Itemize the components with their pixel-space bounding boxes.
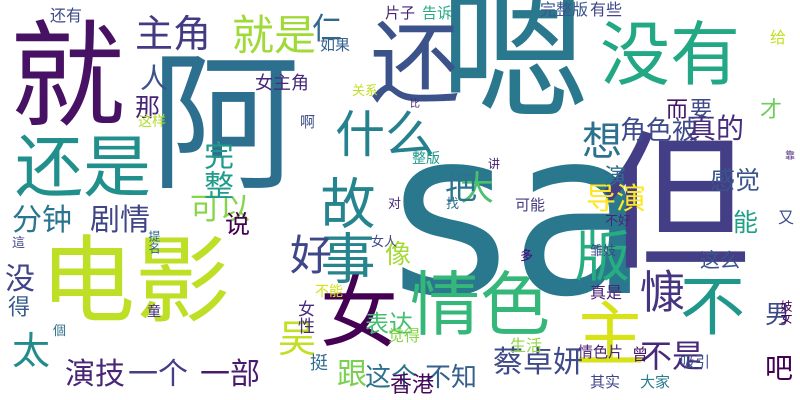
word: 故事 <box>311 175 375 285</box>
word: 还是 <box>15 129 152 208</box>
word: 蔡卓妍 <box>493 345 583 380</box>
word: 童 <box>147 304 161 320</box>
word: 要 <box>690 98 713 123</box>
word: 还 <box>370 12 460 117</box>
word: 不能 <box>315 284 343 300</box>
word: 分钟 <box>12 203 72 238</box>
word: 吸引 <box>680 353 711 371</box>
word: 女人 <box>371 235 398 250</box>
word: 这么 <box>700 248 740 272</box>
word: 就 <box>10 10 126 144</box>
word: 不 <box>680 270 746 345</box>
word: 完整 <box>198 140 233 200</box>
word: 没有 <box>600 14 740 96</box>
word: 情色 <box>410 264 550 346</box>
word: 好 <box>290 231 333 280</box>
word: 没 <box>5 262 35 297</box>
word: 慷 <box>640 266 686 319</box>
word: 能 <box>733 208 759 237</box>
word: 女性 <box>294 300 314 334</box>
word: 不知 <box>425 363 478 393</box>
word: 男 <box>765 300 791 329</box>
word: 靠 <box>785 151 795 162</box>
word: 嗯 <box>440 0 591 142</box>
word: 一部 <box>200 357 260 392</box>
word: 想 <box>575 120 621 160</box>
word: 主 <box>575 294 645 376</box>
word: 片子 <box>385 4 416 22</box>
word: 女 <box>320 269 399 359</box>
word: 其实 <box>590 373 621 391</box>
word: 香港 <box>390 373 435 398</box>
word: 太 <box>12 329 51 373</box>
word: 什么 <box>335 106 435 164</box>
word: 对 <box>388 197 402 212</box>
word: 提名 <box>147 230 161 254</box>
word: 完整版 <box>540 0 589 19</box>
word: 女主角 <box>255 73 309 94</box>
word: 挺 <box>310 353 328 374</box>
word: 电影 <box>40 227 231 337</box>
word: 妓女 <box>779 300 793 324</box>
word: 生活 <box>510 336 543 355</box>
word: 剧情 <box>90 203 150 238</box>
word: 这样 <box>138 114 166 130</box>
word: 大 <box>460 169 494 209</box>
word: 曾 <box>632 345 649 364</box>
word: 关系 <box>352 84 379 99</box>
word: 吧 <box>765 352 794 385</box>
word: 像 <box>385 240 412 270</box>
word: 個 <box>53 324 67 339</box>
word: 觉得 <box>388 326 421 345</box>
word: 這 <box>12 236 26 251</box>
word: 吴 <box>278 317 317 361</box>
word: 而 <box>666 98 689 123</box>
word: 但 <box>600 118 751 292</box>
word: 有些 <box>590 0 623 19</box>
word: 跟 <box>337 357 367 392</box>
word: 那 <box>135 93 161 122</box>
word: sa <box>390 81 651 348</box>
word: 角色被 <box>620 116 699 146</box>
word: 可以 <box>190 192 250 227</box>
word: 演技 <box>65 357 125 392</box>
word: 真是 <box>590 283 623 302</box>
word: 说 <box>225 210 251 239</box>
word: 仁 <box>312 12 342 47</box>
word: 给 <box>770 28 787 47</box>
word: 人 <box>140 62 169 95</box>
word: 表达 <box>365 310 413 338</box>
word: 可能 <box>515 196 546 214</box>
word: 又 <box>778 208 795 227</box>
word: 大家 <box>640 373 671 391</box>
word: 把 <box>445 169 478 207</box>
word: 阿 <box>150 38 301 212</box>
word: 得 <box>4 295 29 317</box>
word: 不好 <box>605 214 632 229</box>
word: 不是 <box>640 337 705 375</box>
word: 比 <box>410 99 420 110</box>
word: 导演 <box>586 182 646 217</box>
word: 主角 <box>135 12 212 56</box>
word: 讲 <box>488 157 501 171</box>
word: 整版 <box>412 151 440 167</box>
word: 多 <box>520 249 534 264</box>
word: 真的 <box>688 112 745 145</box>
word: 一个 <box>128 357 188 392</box>
word: 才 <box>760 98 783 123</box>
word: 还有 <box>50 6 83 25</box>
word: 告诉 <box>422 4 453 22</box>
word: 版 <box>575 225 631 289</box>
word: 感觉 <box>710 166 761 195</box>
word: 情色片 <box>578 343 624 361</box>
word: 就是 <box>232 11 317 60</box>
word: 这个 <box>365 363 418 393</box>
word: 雏妓 <box>590 244 617 259</box>
word: 如果 <box>320 36 351 54</box>
word: 演 <box>604 165 627 190</box>
word: 啊 <box>300 113 316 131</box>
word: 找 <box>446 197 460 212</box>
